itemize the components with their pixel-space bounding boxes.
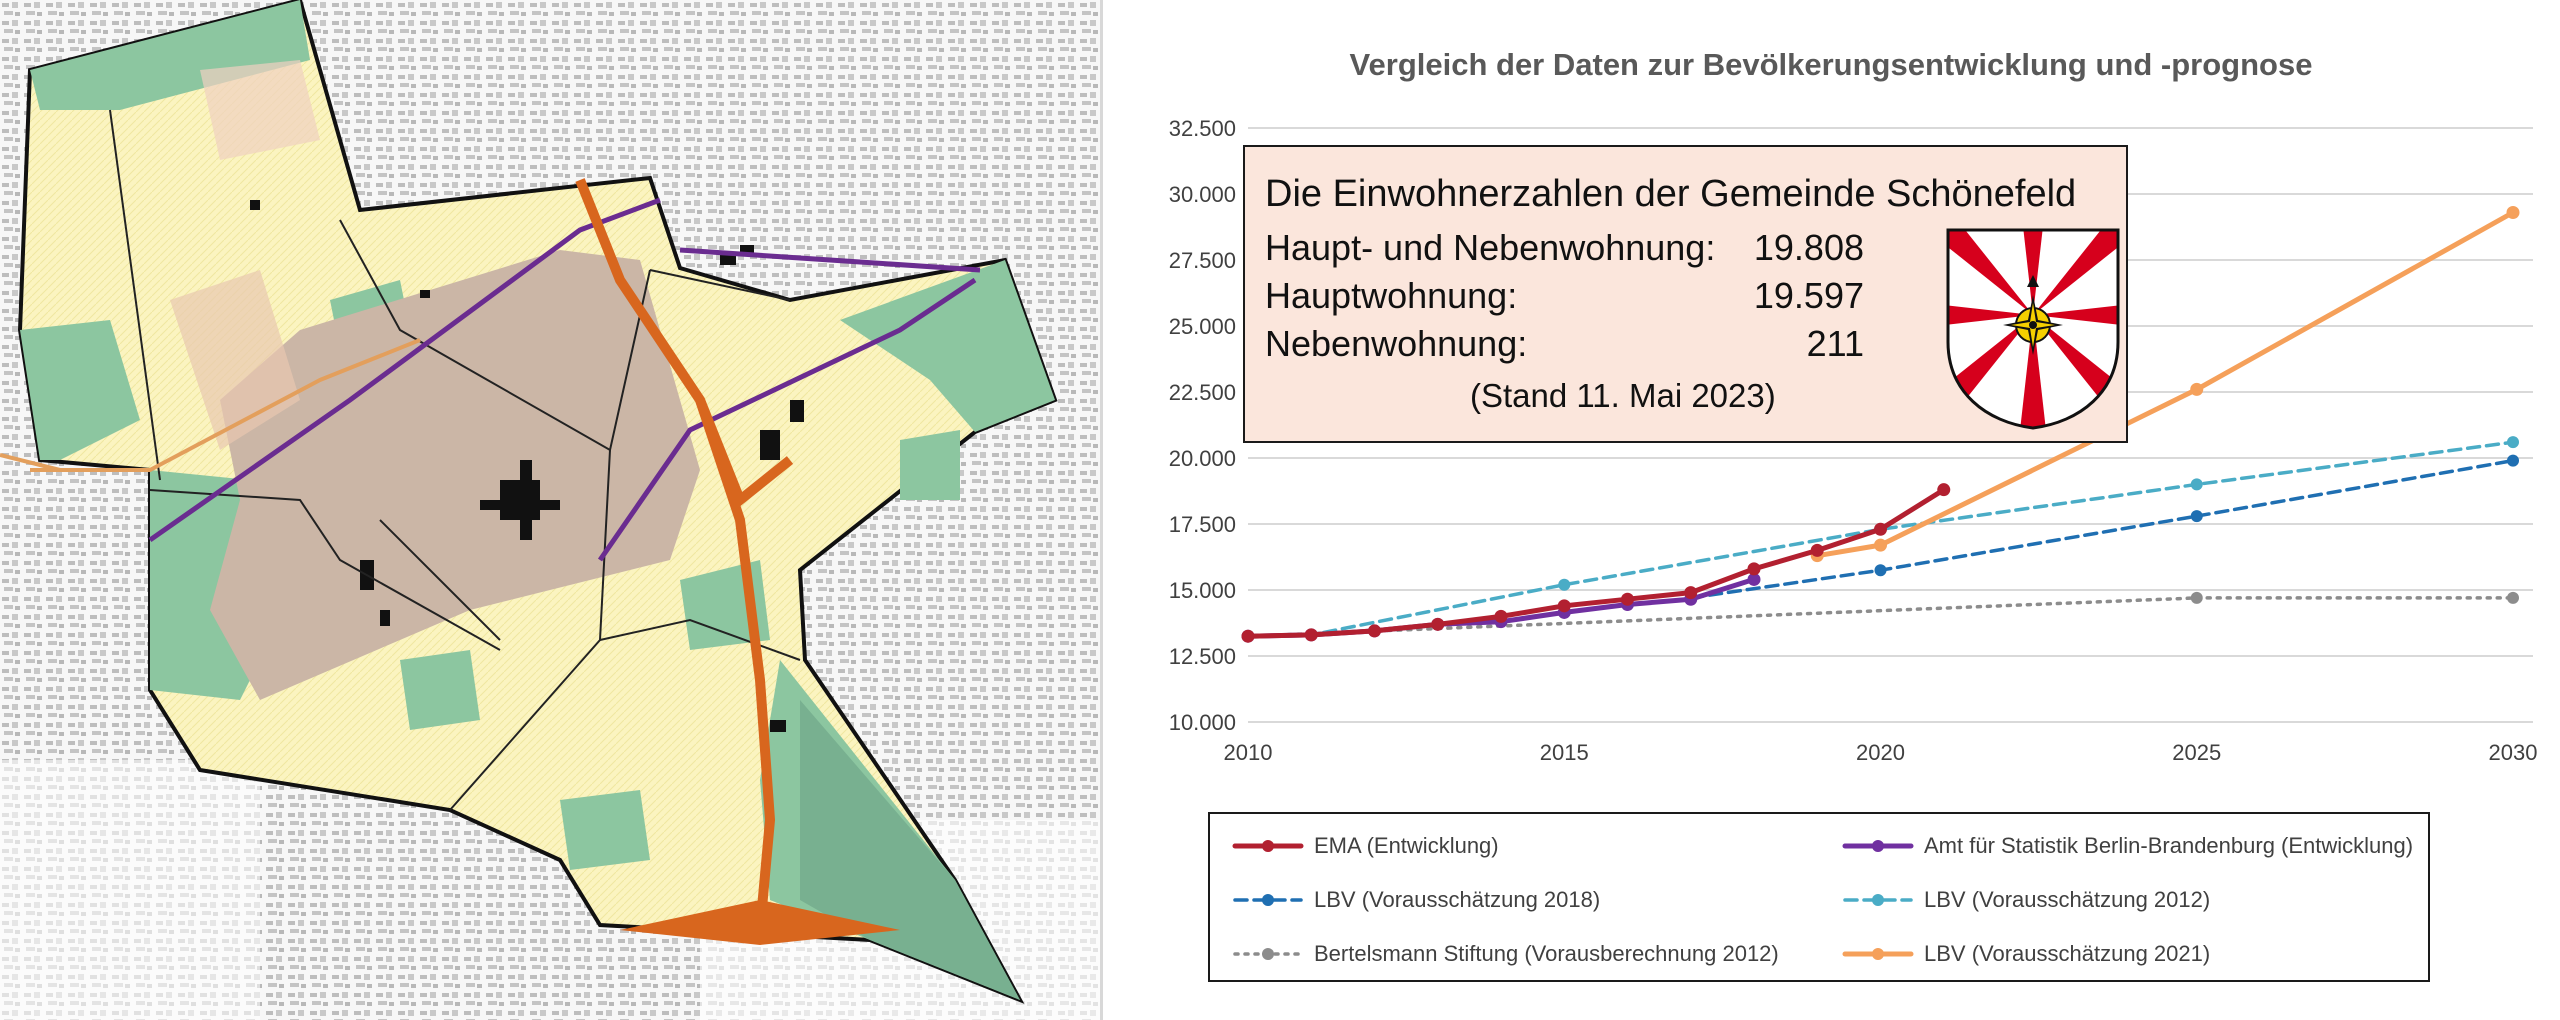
x-tick-label: 2015 — [1540, 740, 1589, 765]
y-tick-label: 20.000 — [1169, 446, 1236, 471]
railway-lines — [148, 197, 981, 562]
legend-label-lbv2021: LBV (Vorausschätzung 2021) — [1924, 941, 2211, 966]
chart-title: Vergleich der Daten zur Bevölkerungsentw… — [1350, 47, 2313, 82]
data-point-ema — [1621, 592, 1634, 606]
y-tick-label: 17.500 — [1169, 512, 1236, 537]
population-info-box: Die Einwohnerzahlen der Gemeinde Schönef… — [1243, 145, 2128, 443]
chart-panel: Vergleich der Daten zur Bevölkerungsentw… — [1103, 0, 2560, 1020]
panel-divider — [1100, 0, 1103, 1020]
y-tick-label: 15.000 — [1169, 578, 1236, 603]
legend-markers — [1232, 840, 1914, 960]
data-point-lbv2012 — [2190, 478, 2203, 491]
motorway-interchange — [620, 900, 900, 945]
chart-legend: EMA (Entwicklung) Amt für Statistik Berl… — [1208, 812, 2430, 982]
x-axis-ticks: 2010 2015 2020 2025 2030 — [1224, 740, 2538, 765]
legend-marker-bertelsmann — [1233, 948, 1303, 960]
data-point-ema — [1431, 617, 1445, 631]
y-tick-label: 12.500 — [1169, 644, 1236, 669]
legend-marker-lbv2021 — [1842, 948, 1914, 960]
y-tick-label: 25.000 — [1169, 314, 1236, 339]
schoenefeld-coat-of-arms-icon — [1946, 228, 2120, 430]
x-tick-label: 2030 — [2489, 740, 2538, 765]
data-point-ema — [1368, 624, 1381, 638]
land-use-map — [0, 0, 1100, 1020]
legend-label-bertelsmann: Bertelsmann Stiftung (Vorausberechnung 2… — [1314, 941, 1779, 966]
data-point-ema — [1304, 628, 1318, 642]
data-point-lbv2021 — [1874, 538, 1887, 552]
info-label-secondary: Nebenwohnung: — [1265, 323, 1528, 364]
x-tick-label: 2010 — [1224, 740, 1273, 765]
series-line-lbv2018 — [1689, 458, 2515, 600]
data-point-ema — [1241, 629, 1255, 643]
data-point-ema — [1494, 609, 1508, 623]
legend-marker-ema — [1232, 840, 1304, 852]
data-point-ema — [1557, 599, 1571, 613]
legend-marker-lbv2018 — [1233, 894, 1303, 906]
terminal-buildings — [250, 200, 804, 732]
info-label-main: Hauptwohnung: — [1265, 275, 1518, 316]
info-value-main: 19.597 — [1753, 275, 1864, 316]
y-axis-ticks: 10.000 12.500 15.000 17.500 20.000 22.500 25.0… — [1169, 116, 1236, 735]
airport-area — [210, 250, 700, 700]
y-tick-label: 22.500 — [1169, 380, 1236, 405]
data-point-ema — [1874, 522, 1887, 536]
data-point-lbv2021 — [2506, 205, 2520, 219]
series-ema — [1241, 483, 1951, 643]
info-title: Die Einwohnerzahlen der Gemeinde Schönef… — [1265, 173, 2077, 215]
data-point-lbv2018 — [1874, 564, 1887, 577]
data-point-ema — [1937, 483, 1951, 497]
data-point-lbv2012 — [2507, 436, 2519, 449]
data-point-lbv2018 — [2507, 454, 2519, 467]
roads — [0, 338, 421, 472]
population-chart: Vergleich der Daten zur Bevölkerungsentw… — [1169, 47, 2538, 765]
series-line-lbv2021 — [1814, 210, 2516, 559]
info-label-total: Haupt- und Nebenwohnung: — [1265, 227, 1716, 268]
series-bertelsmann — [1242, 591, 2519, 643]
y-tick-label: 32.500 — [1169, 116, 1236, 141]
legend-label-amt: Amt für Statistik Berlin-Brandenburg (En… — [1924, 833, 2414, 858]
y-tick-label: 27.500 — [1169, 248, 1236, 273]
info-value-secondary: 211 — [1806, 323, 1864, 364]
x-tick-label: 2025 — [2172, 740, 2221, 765]
data-point-ema — [1747, 562, 1761, 576]
data-point-lbv2021 — [2190, 382, 2204, 396]
x-tick-label: 2020 — [1856, 740, 1905, 765]
series-lbv2018 — [1684, 454, 2519, 604]
data-point-ema — [1810, 543, 1824, 557]
legend-marker-lbv2012 — [1843, 894, 1913, 906]
data-point-amt — [1747, 572, 1761, 586]
series-lines — [1241, 205, 2520, 643]
legend-label-lbv2012: LBV (Vorausschätzung 2012) — [1924, 887, 2211, 912]
data-point-ema — [1684, 586, 1698, 600]
legend-label-ema: EMA (Entwicklung) — [1314, 833, 1499, 858]
data-point-lbv2012 — [1558, 578, 1571, 591]
district-boundaries — [109, 109, 801, 811]
map-drawing — [0, 0, 1100, 1020]
series-line-lbv2012 — [1246, 440, 2515, 638]
y-tick-label: 10.000 — [1169, 710, 1236, 735]
motorway — [575, 178, 794, 931]
data-point-lbv2018 — [2190, 510, 2203, 523]
info-value-total: 19.808 — [1753, 227, 1864, 268]
legend-label-lbv2018: LBV (Vorausschätzung 2018) — [1314, 887, 1601, 912]
legend-marker-amt — [1842, 840, 1914, 852]
data-point-bertelsmann — [2507, 591, 2519, 604]
y-tick-label: 30.000 — [1169, 182, 1236, 207]
series-line-ema — [1245, 487, 1947, 639]
info-stand-date: (Stand 11. Mai 2023) — [1470, 377, 1776, 414]
data-point-bertelsmann — [2190, 591, 2203, 604]
